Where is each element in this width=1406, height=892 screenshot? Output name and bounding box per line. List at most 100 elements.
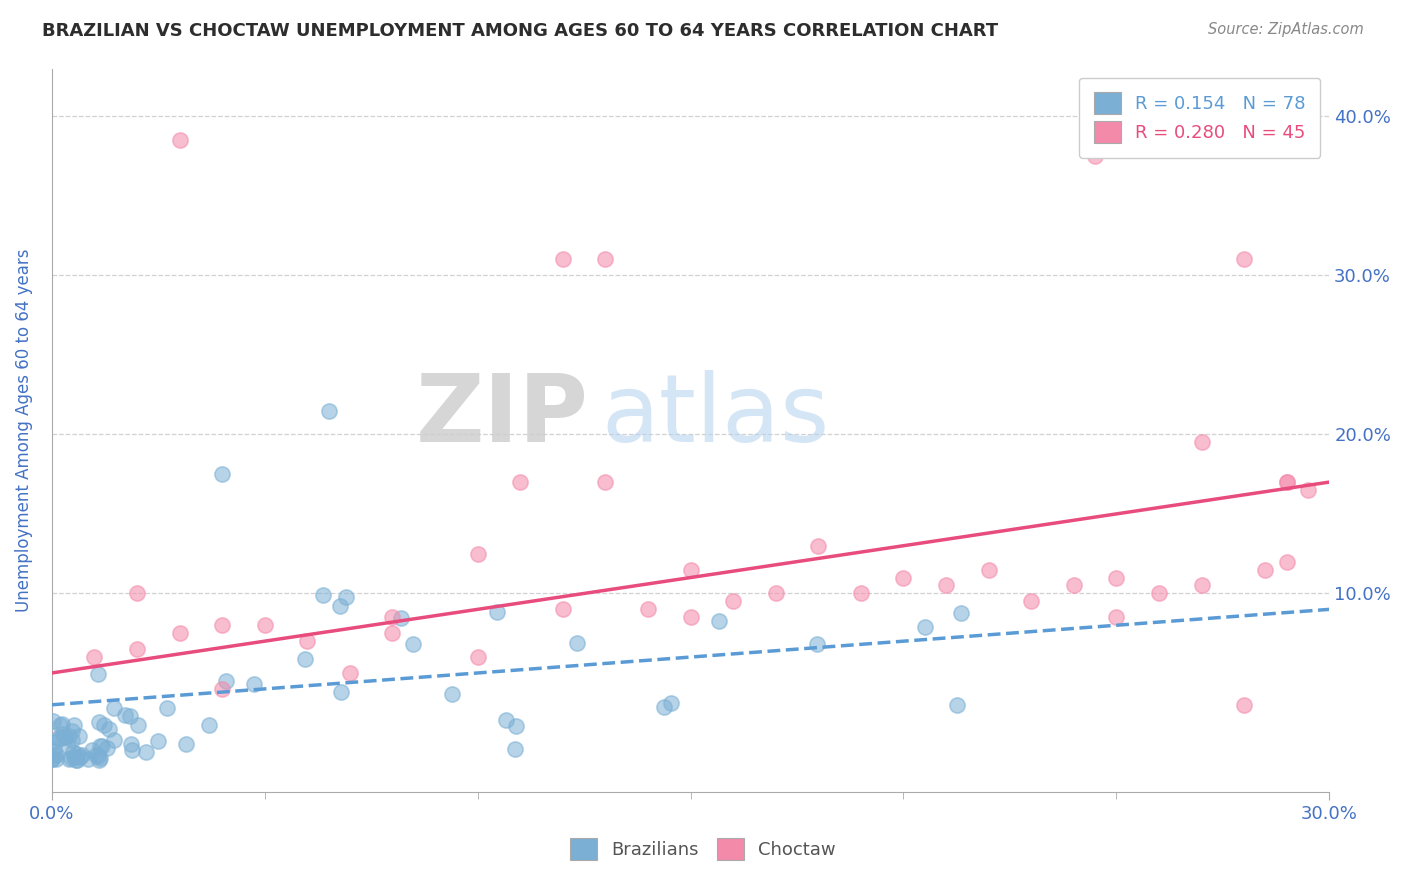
- Point: [98, 723, 121, 737]
- Point: [389, 611, 412, 625]
- Point: [169, 133, 191, 147]
- Legend: Brazilians, Choctaw: Brazilians, Choctaw: [555, 823, 851, 874]
- Point: [381, 610, 404, 624]
- Legend: R = 0.154   N = 78, R = 0.280   N = 45: R = 0.154 N = 78, R = 0.280 N = 45: [1080, 78, 1320, 158]
- Point: [121, 743, 143, 757]
- Point: [96, 741, 118, 756]
- Text: BRAZILIAN VS CHOCTAW UNEMPLOYMENT AMONG AGES 60 TO 64 YEARS CORRELATION CHART: BRAZILIAN VS CHOCTAW UNEMPLOYMENT AMONG …: [42, 22, 998, 40]
- Point: [60, 733, 83, 747]
- Point: [1275, 475, 1298, 489]
- Point: [77, 752, 100, 766]
- Point: [48, 732, 70, 747]
- Point: [42, 735, 65, 749]
- Point: [1105, 570, 1128, 584]
- Point: [294, 652, 316, 666]
- Point: [103, 700, 125, 714]
- Point: [1063, 578, 1085, 592]
- Point: [127, 717, 149, 731]
- Point: [52, 727, 75, 741]
- Point: [505, 719, 527, 733]
- Point: [148, 734, 170, 748]
- Point: [329, 599, 352, 614]
- Point: [66, 753, 89, 767]
- Point: [114, 707, 136, 722]
- Point: [721, 594, 744, 608]
- Point: [45, 748, 67, 763]
- Point: [977, 563, 1000, 577]
- Point: [41, 752, 63, 766]
- Point: [42, 743, 65, 757]
- Point: [1254, 563, 1277, 577]
- Point: [53, 730, 76, 744]
- Point: [595, 475, 617, 489]
- Point: [1105, 610, 1128, 624]
- Point: [211, 618, 233, 632]
- Point: [595, 252, 617, 267]
- Point: [87, 749, 110, 764]
- Point: [125, 586, 148, 600]
- Point: [893, 570, 915, 584]
- Point: [89, 750, 111, 764]
- Point: [318, 403, 340, 417]
- Point: [211, 467, 233, 482]
- Point: [58, 752, 80, 766]
- Point: [67, 729, 90, 743]
- Point: [1233, 252, 1256, 267]
- Point: [174, 737, 197, 751]
- Point: [89, 752, 111, 766]
- Point: [946, 698, 969, 713]
- Point: [84, 747, 107, 762]
- Point: [950, 606, 973, 620]
- Point: [93, 718, 115, 732]
- Point: [312, 588, 335, 602]
- Point: [58, 729, 80, 743]
- Point: [659, 696, 682, 710]
- Text: Source: ZipAtlas.com: Source: ZipAtlas.com: [1208, 22, 1364, 37]
- Point: [135, 745, 157, 759]
- Point: [440, 687, 463, 701]
- Point: [1084, 149, 1107, 163]
- Y-axis label: Unemployment Among Ages 60 to 64 years: Unemployment Among Ages 60 to 64 years: [15, 249, 32, 612]
- Point: [63, 718, 86, 732]
- Point: [243, 676, 266, 690]
- Point: [89, 739, 111, 753]
- Point: [1191, 435, 1213, 450]
- Point: [807, 539, 830, 553]
- Point: [42, 748, 65, 763]
- Point: [198, 718, 221, 732]
- Point: [215, 673, 238, 688]
- Point: [125, 642, 148, 657]
- Point: [1233, 698, 1256, 712]
- Point: [1296, 483, 1319, 497]
- Text: ZIP: ZIP: [415, 370, 588, 462]
- Point: [53, 731, 76, 745]
- Point: [402, 637, 425, 651]
- Point: [51, 717, 73, 731]
- Point: [565, 636, 588, 650]
- Point: [65, 750, 87, 764]
- Point: [806, 637, 828, 651]
- Point: [56, 739, 79, 753]
- Point: [1019, 594, 1042, 608]
- Point: [59, 751, 82, 765]
- Point: [91, 739, 114, 753]
- Point: [914, 620, 936, 634]
- Point: [709, 615, 731, 629]
- Point: [211, 681, 233, 696]
- Point: [509, 475, 531, 489]
- Point: [87, 666, 110, 681]
- Point: [66, 747, 89, 761]
- Point: [1147, 586, 1170, 600]
- Point: [467, 547, 489, 561]
- Point: [551, 252, 574, 267]
- Point: [495, 714, 517, 728]
- Point: [330, 685, 353, 699]
- Point: [1275, 475, 1298, 489]
- Point: [253, 618, 276, 632]
- Point: [765, 586, 787, 600]
- Point: [485, 605, 508, 619]
- Point: [49, 718, 72, 732]
- Point: [62, 745, 84, 759]
- Point: [679, 563, 702, 577]
- Point: [69, 750, 91, 764]
